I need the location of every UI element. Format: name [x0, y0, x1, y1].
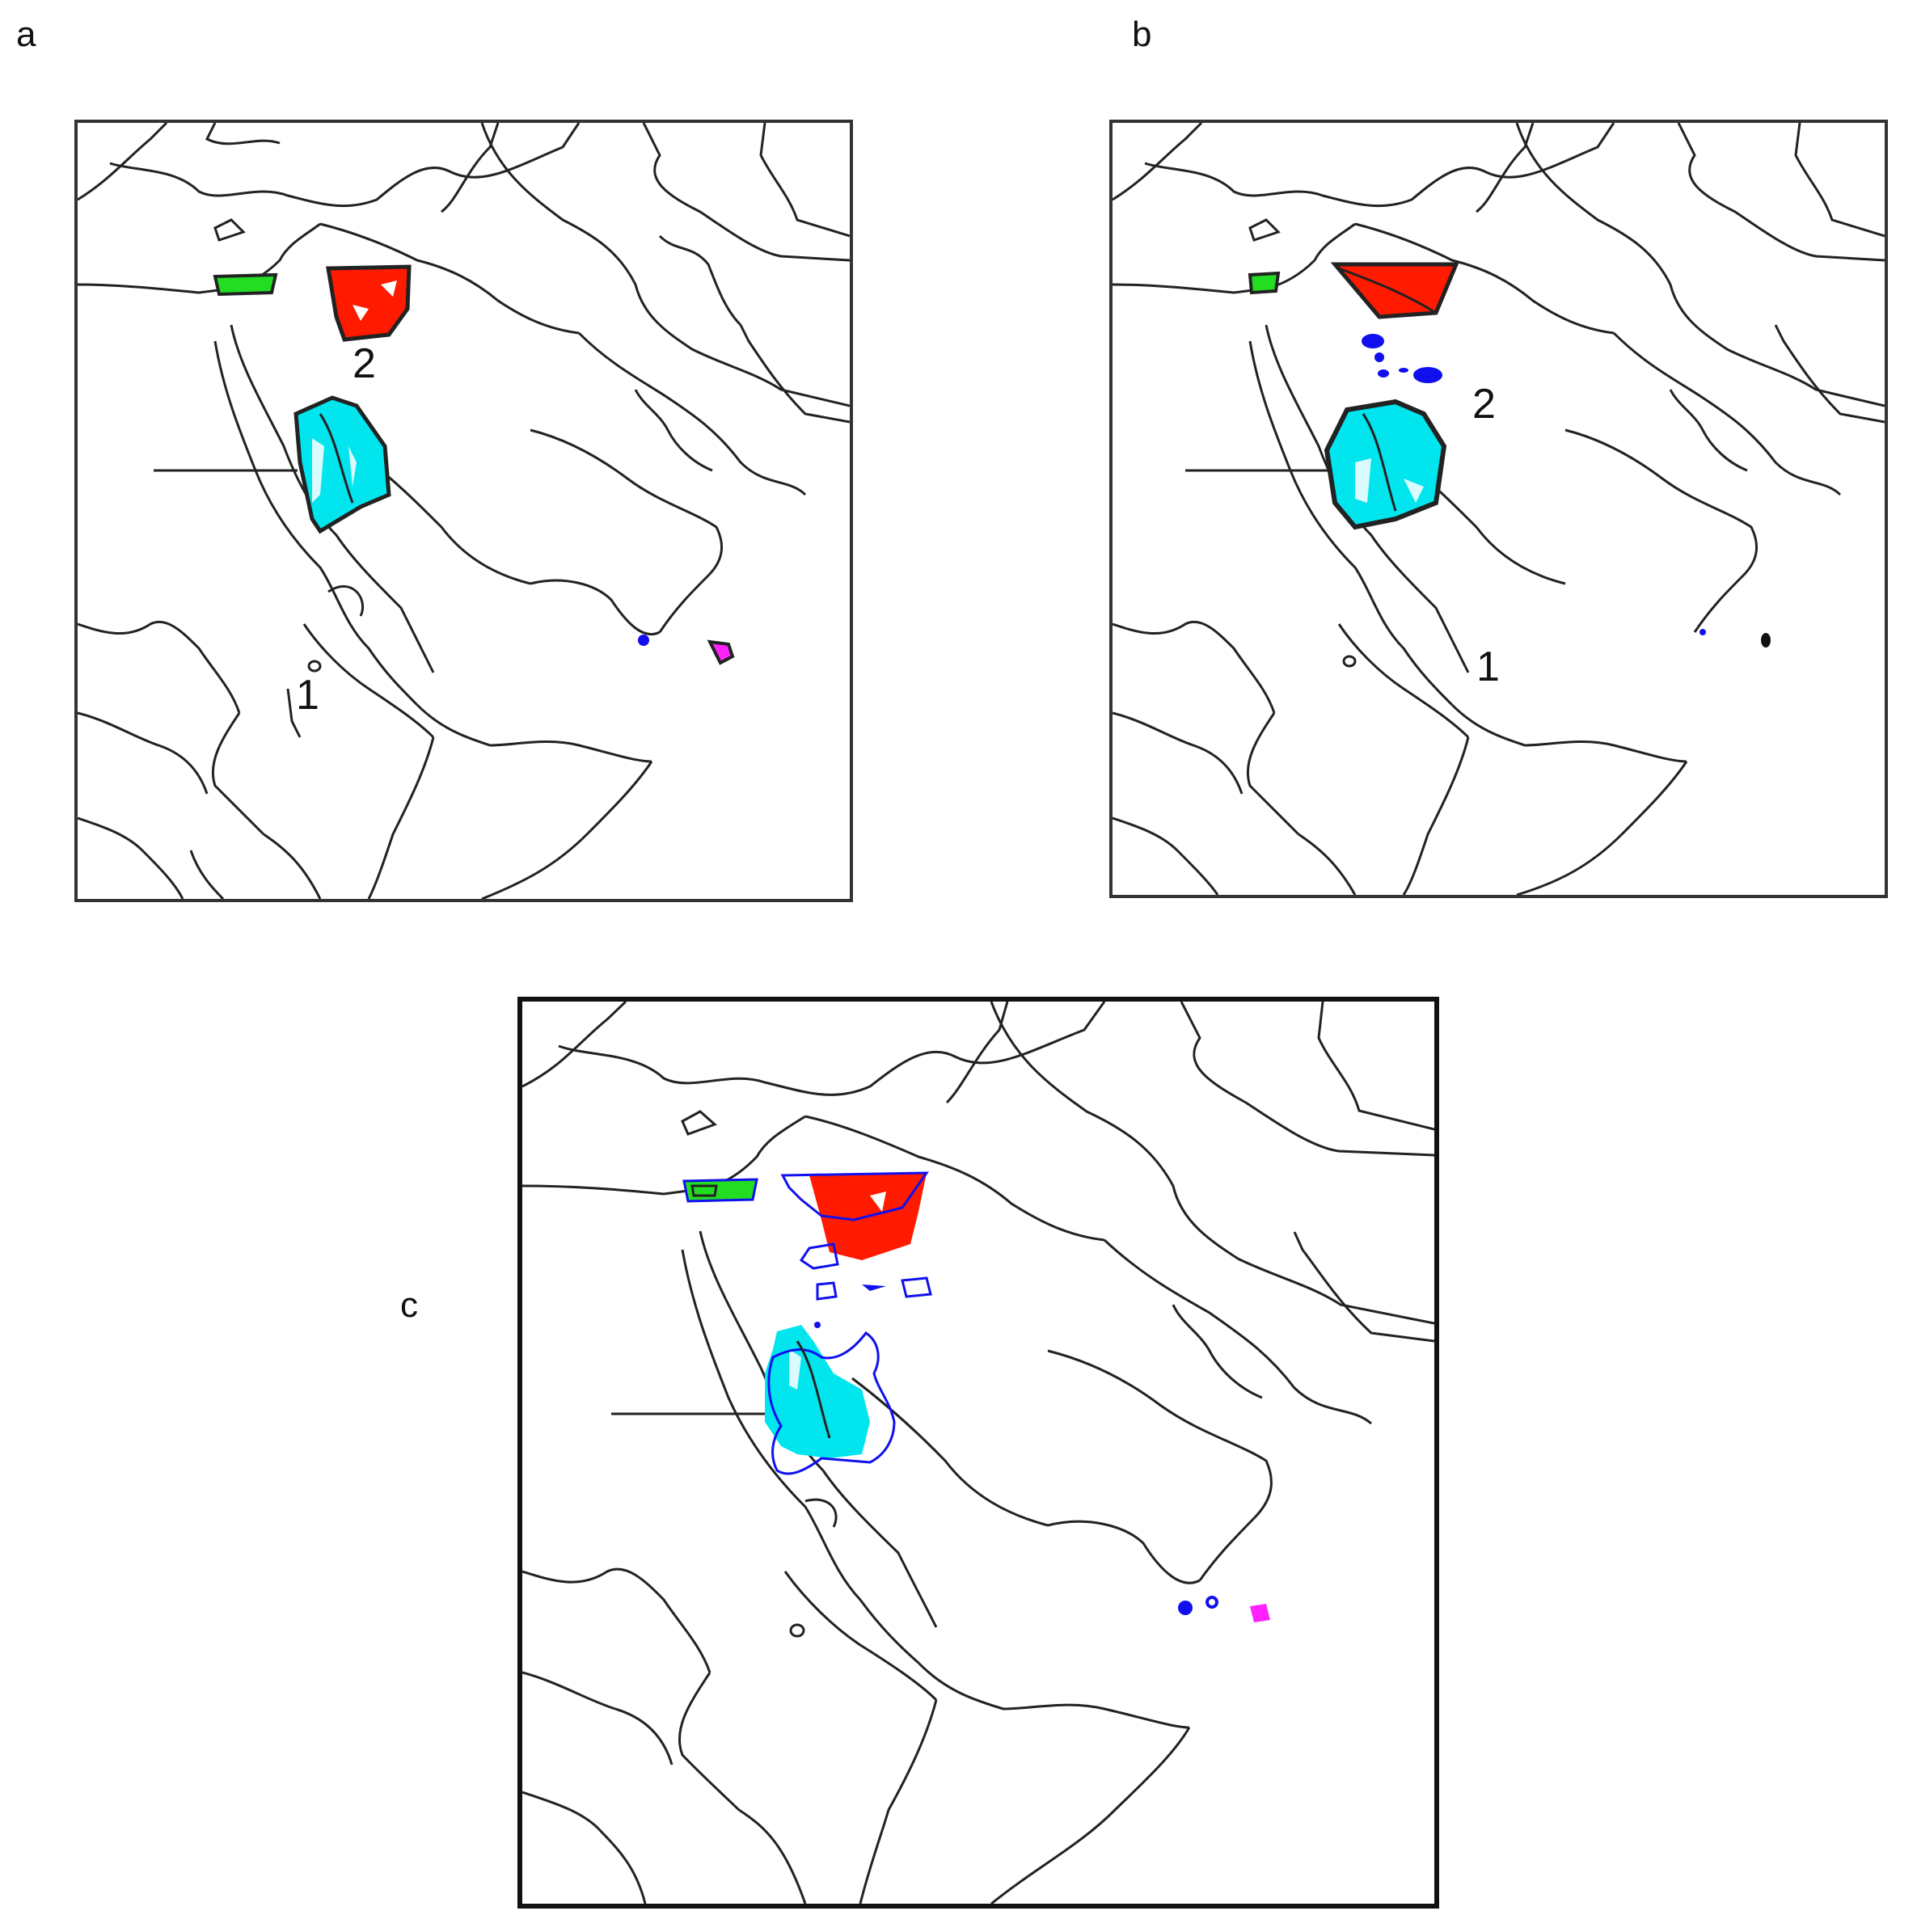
map-c-svg — [522, 1002, 1434, 1904]
cyan-region — [1324, 399, 1447, 530]
blue-patch — [1399, 368, 1408, 373]
green-region — [682, 1178, 758, 1203]
map-b-svg: 2 1 — [1113, 123, 1885, 895]
blue-dot — [814, 1322, 821, 1328]
blue-dot — [638, 635, 649, 646]
cyan-region-gap — [789, 1349, 801, 1390]
black-dot — [1761, 633, 1771, 648]
blue-patch — [1374, 352, 1384, 362]
cyan-region-gap — [1355, 458, 1424, 503]
region-number-1: 1 — [296, 672, 319, 719]
river-line-2 — [1362, 413, 1397, 512]
green-region-inner — [690, 1184, 718, 1197]
red-region-gap — [353, 281, 397, 321]
region-number-1: 1 — [1476, 643, 1500, 690]
coastlines — [522, 1002, 1434, 1904]
lake-outline — [307, 660, 322, 673]
map-a-svg: 2 1 — [78, 123, 850, 899]
blue-patch — [1362, 334, 1384, 348]
map-panel-a: 2 1 — [74, 120, 853, 902]
coastlines — [1113, 123, 1885, 895]
river-line — [319, 413, 354, 504]
panel-a-label: a — [16, 15, 36, 54]
blue-dot — [1700, 629, 1706, 635]
blue-contour — [816, 1281, 838, 1301]
blue-patch — [1378, 369, 1389, 378]
blue-dot — [1178, 1601, 1193, 1615]
cyan-region — [293, 395, 391, 534]
river-line — [796, 1340, 831, 1439]
blue-contour — [780, 1171, 929, 1221]
lake-outline — [789, 1623, 805, 1638]
magenta-region — [1250, 1604, 1270, 1622]
blue-contour — [767, 1331, 896, 1475]
blue-patch — [862, 1284, 886, 1291]
magenta-region — [707, 639, 735, 665]
blue-contour-dot — [1206, 1596, 1218, 1609]
map-panel-b: 2 1 — [1109, 120, 1888, 898]
blue-patch — [1413, 367, 1442, 383]
blue-contour — [799, 1242, 839, 1270]
panel-b-label: b — [1132, 15, 1152, 54]
lake-outline — [1342, 655, 1357, 668]
blue-contour — [901, 1276, 932, 1298]
map-panel-c — [517, 997, 1439, 1909]
coastlines — [78, 123, 850, 899]
river-line — [1338, 267, 1437, 314]
panel-c-label: c — [400, 1285, 418, 1325]
green-region — [213, 272, 278, 297]
green-region — [1248, 271, 1281, 295]
region-number-2: 2 — [1472, 381, 1496, 428]
red-region-gap — [870, 1192, 886, 1212]
region-number-2: 2 — [353, 340, 376, 387]
red-region — [326, 264, 412, 342]
cyan-region-gap — [312, 438, 357, 503]
